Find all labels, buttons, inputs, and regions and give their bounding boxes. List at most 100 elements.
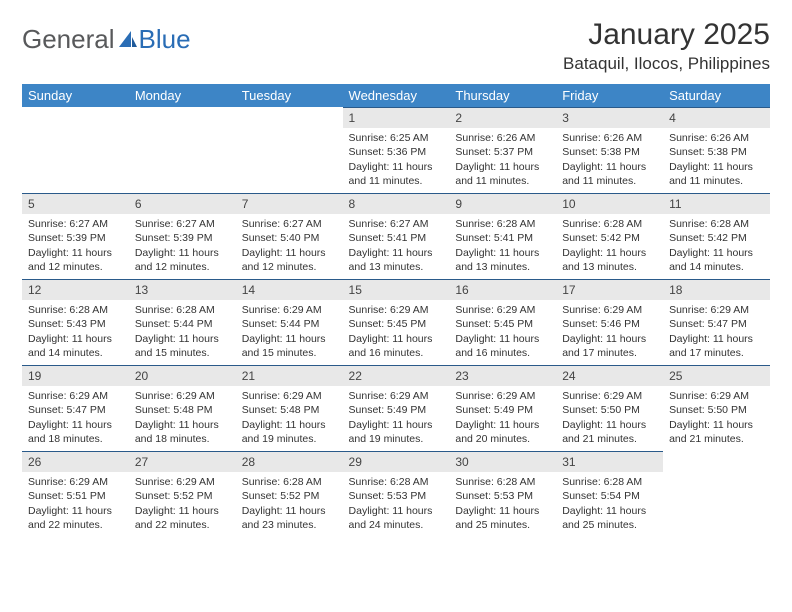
daylight1-text: Daylight: 11 hours — [135, 418, 230, 432]
sunrise-text: Sunrise: 6:28 AM — [135, 303, 230, 317]
calendar-cell: 7Sunrise: 6:27 AMSunset: 5:40 PMDaylight… — [236, 193, 343, 279]
daylight1-text: Daylight: 11 hours — [455, 332, 550, 346]
sunrise-text: Sunrise: 6:27 AM — [349, 217, 444, 231]
calendar-cell: 26Sunrise: 6:29 AMSunset: 5:51 PMDayligh… — [22, 451, 129, 537]
calendar-row: 19Sunrise: 6:29 AMSunset: 5:47 PMDayligh… — [22, 365, 770, 451]
daylight1-text: Daylight: 11 hours — [28, 332, 123, 346]
day-number: 25 — [663, 365, 770, 386]
calendar-cell: 23Sunrise: 6:29 AMSunset: 5:49 PMDayligh… — [449, 365, 556, 451]
cell-content: Sunrise: 6:28 AMSunset: 5:52 PMDaylight:… — [236, 472, 343, 536]
calendar-cell: 2Sunrise: 6:26 AMSunset: 5:37 PMDaylight… — [449, 107, 556, 193]
sunrise-text: Sunrise: 6:29 AM — [669, 303, 764, 317]
daylight1-text: Daylight: 11 hours — [242, 332, 337, 346]
day-number: 16 — [449, 279, 556, 300]
sunset-text: Sunset: 5:37 PM — [455, 145, 550, 159]
day-number: 26 — [22, 451, 129, 472]
day-number: 19 — [22, 365, 129, 386]
day-number: 28 — [236, 451, 343, 472]
daylight1-text: Daylight: 11 hours — [562, 332, 657, 346]
sunrise-text: Sunrise: 6:25 AM — [349, 131, 444, 145]
sunset-text: Sunset: 5:49 PM — [349, 403, 444, 417]
cell-content: Sunrise: 6:25 AMSunset: 5:36 PMDaylight:… — [343, 128, 450, 192]
daylight1-text: Daylight: 11 hours — [28, 418, 123, 432]
sunrise-text: Sunrise: 6:29 AM — [28, 389, 123, 403]
calendar-cell: 9Sunrise: 6:28 AMSunset: 5:41 PMDaylight… — [449, 193, 556, 279]
sunset-text: Sunset: 5:47 PM — [669, 317, 764, 331]
calendar-cell — [129, 107, 236, 193]
month-title: January 2025 — [563, 18, 770, 52]
cell-content: Sunrise: 6:29 AMSunset: 5:44 PMDaylight:… — [236, 300, 343, 364]
calendar-cell: 4Sunrise: 6:26 AMSunset: 5:38 PMDaylight… — [663, 107, 770, 193]
daylight1-text: Daylight: 11 hours — [455, 504, 550, 518]
sunset-text: Sunset: 5:42 PM — [669, 231, 764, 245]
daylight2-text: and 12 minutes. — [242, 260, 337, 274]
daylight1-text: Daylight: 11 hours — [562, 160, 657, 174]
daylight2-text: and 11 minutes. — [455, 174, 550, 188]
calendar-cell: 25Sunrise: 6:29 AMSunset: 5:50 PMDayligh… — [663, 365, 770, 451]
cell-content: Sunrise: 6:27 AMSunset: 5:39 PMDaylight:… — [22, 214, 129, 278]
daylight2-text: and 14 minutes. — [669, 260, 764, 274]
sunset-text: Sunset: 5:36 PM — [349, 145, 444, 159]
sunset-text: Sunset: 5:42 PM — [562, 231, 657, 245]
daylight2-text: and 21 minutes. — [562, 432, 657, 446]
cell-content: Sunrise: 6:28 AMSunset: 5:42 PMDaylight:… — [556, 214, 663, 278]
daylight2-text: and 23 minutes. — [242, 518, 337, 532]
calendar-cell: 12Sunrise: 6:28 AMSunset: 5:43 PMDayligh… — [22, 279, 129, 365]
sunrise-text: Sunrise: 6:29 AM — [242, 389, 337, 403]
daylight1-text: Daylight: 11 hours — [242, 246, 337, 260]
cell-content: Sunrise: 6:26 AMSunset: 5:38 PMDaylight:… — [556, 128, 663, 192]
daylight1-text: Daylight: 11 hours — [669, 418, 764, 432]
daylight1-text: Daylight: 11 hours — [242, 504, 337, 518]
sunset-text: Sunset: 5:47 PM — [28, 403, 123, 417]
daylight1-text: Daylight: 11 hours — [455, 160, 550, 174]
day-number: 1 — [343, 107, 450, 128]
day-number: 6 — [129, 193, 236, 214]
calendar-cell: 30Sunrise: 6:28 AMSunset: 5:53 PMDayligh… — [449, 451, 556, 537]
sunset-text: Sunset: 5:39 PM — [135, 231, 230, 245]
calendar-cell: 5Sunrise: 6:27 AMSunset: 5:39 PMDaylight… — [22, 193, 129, 279]
weekday-row: SundayMondayTuesdayWednesdayThursdayFrid… — [22, 84, 770, 107]
daylight2-text: and 15 minutes. — [242, 346, 337, 360]
sunrise-text: Sunrise: 6:28 AM — [242, 475, 337, 489]
sunset-text: Sunset: 5:53 PM — [349, 489, 444, 503]
sunrise-text: Sunrise: 6:28 AM — [455, 475, 550, 489]
daylight1-text: Daylight: 11 hours — [135, 332, 230, 346]
sunset-text: Sunset: 5:45 PM — [455, 317, 550, 331]
calendar-cell: 10Sunrise: 6:28 AMSunset: 5:42 PMDayligh… — [556, 193, 663, 279]
sunrise-text: Sunrise: 6:27 AM — [242, 217, 337, 231]
calendar-cell: 14Sunrise: 6:29 AMSunset: 5:44 PMDayligh… — [236, 279, 343, 365]
sunrise-text: Sunrise: 6:29 AM — [349, 389, 444, 403]
sunrise-text: Sunrise: 6:26 AM — [669, 131, 764, 145]
calendar-cell: 6Sunrise: 6:27 AMSunset: 5:39 PMDaylight… — [129, 193, 236, 279]
daylight1-text: Daylight: 11 hours — [455, 246, 550, 260]
sunset-text: Sunset: 5:39 PM — [28, 231, 123, 245]
sunset-text: Sunset: 5:38 PM — [562, 145, 657, 159]
sunset-text: Sunset: 5:48 PM — [242, 403, 337, 417]
calendar-cell: 16Sunrise: 6:29 AMSunset: 5:45 PMDayligh… — [449, 279, 556, 365]
calendar-cell — [22, 107, 129, 193]
calendar-row: 1Sunrise: 6:25 AMSunset: 5:36 PMDaylight… — [22, 107, 770, 193]
sunset-text: Sunset: 5:44 PM — [242, 317, 337, 331]
calendar-cell: 11Sunrise: 6:28 AMSunset: 5:42 PMDayligh… — [663, 193, 770, 279]
daylight1-text: Daylight: 11 hours — [562, 504, 657, 518]
daylight2-text: and 11 minutes. — [349, 174, 444, 188]
calendar-row: 26Sunrise: 6:29 AMSunset: 5:51 PMDayligh… — [22, 451, 770, 537]
cell-content: Sunrise: 6:27 AMSunset: 5:41 PMDaylight:… — [343, 214, 450, 278]
day-number: 12 — [22, 279, 129, 300]
cell-content: Sunrise: 6:27 AMSunset: 5:40 PMDaylight:… — [236, 214, 343, 278]
calendar-cell: 21Sunrise: 6:29 AMSunset: 5:48 PMDayligh… — [236, 365, 343, 451]
title-block: January 2025 Bataquil, Ilocos, Philippin… — [563, 18, 770, 74]
sunset-text: Sunset: 5:50 PM — [669, 403, 764, 417]
sunrise-text: Sunrise: 6:26 AM — [455, 131, 550, 145]
calendar-body: 1Sunrise: 6:25 AMSunset: 5:36 PMDaylight… — [22, 107, 770, 537]
cell-content: Sunrise: 6:27 AMSunset: 5:39 PMDaylight:… — [129, 214, 236, 278]
cell-content: Sunrise: 6:29 AMSunset: 5:47 PMDaylight:… — [22, 386, 129, 450]
calendar-cell: 3Sunrise: 6:26 AMSunset: 5:38 PMDaylight… — [556, 107, 663, 193]
calendar-cell: 17Sunrise: 6:29 AMSunset: 5:46 PMDayligh… — [556, 279, 663, 365]
daylight2-text: and 13 minutes. — [349, 260, 444, 274]
sunrise-text: Sunrise: 6:29 AM — [562, 389, 657, 403]
sunset-text: Sunset: 5:45 PM — [349, 317, 444, 331]
day-number: 17 — [556, 279, 663, 300]
daylight1-text: Daylight: 11 hours — [669, 160, 764, 174]
daylight2-text: and 25 minutes. — [562, 518, 657, 532]
